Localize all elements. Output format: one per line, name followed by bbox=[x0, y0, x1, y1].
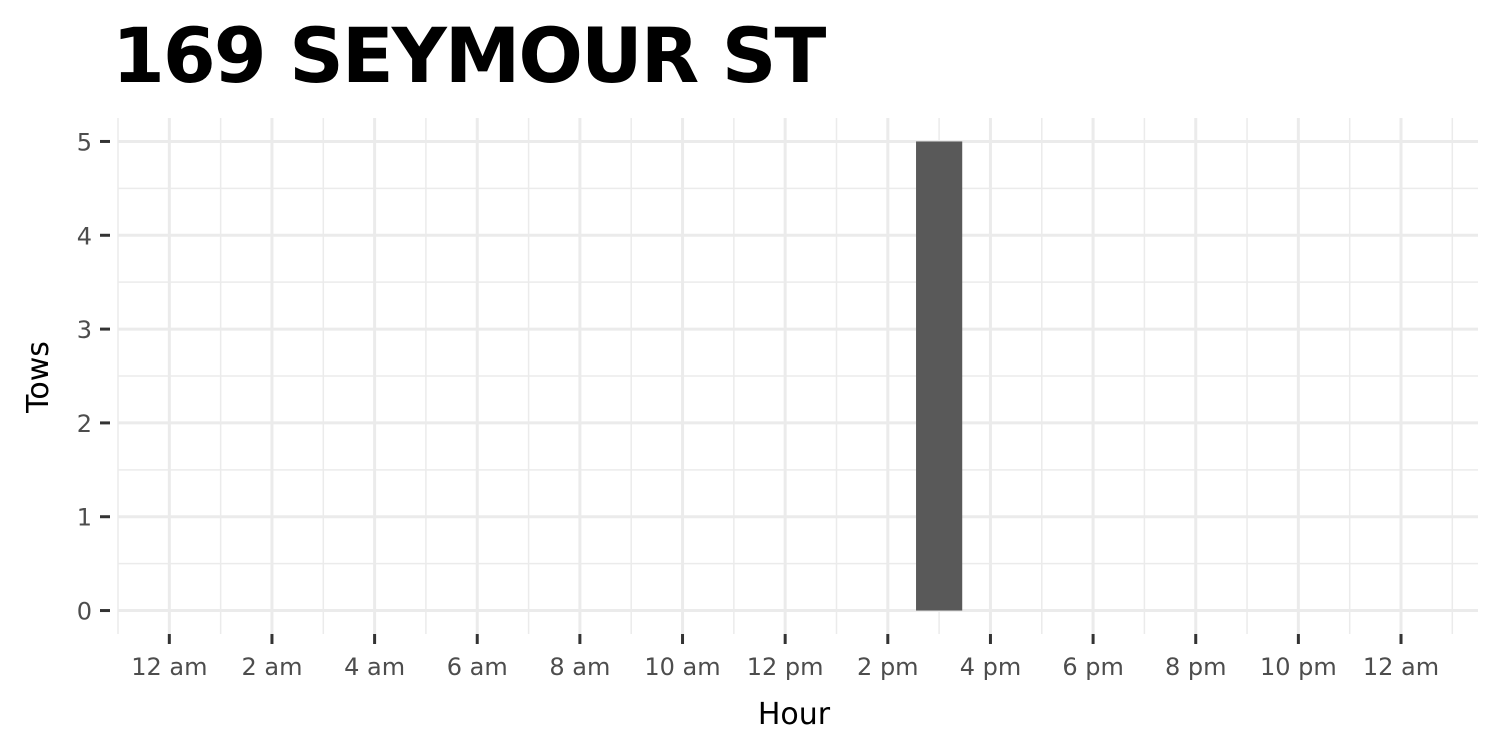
minor-gridlines bbox=[117, 118, 1478, 634]
x-tick-label: 12 pm bbox=[747, 653, 824, 681]
y-tick-label: 4 bbox=[77, 222, 92, 250]
y-tick-label: 1 bbox=[77, 504, 92, 532]
bars bbox=[916, 141, 963, 611]
y-axis-title: Tows bbox=[21, 341, 56, 414]
x-tick-label: 12 am bbox=[131, 653, 207, 681]
x-tick-label: 2 pm bbox=[857, 653, 919, 681]
x-axis: 12 am 2 am 4 am 6 am 8 am 10 am 12 pm 2 pm 4 pm 6… bbox=[131, 634, 1439, 681]
major-gridlines bbox=[118, 118, 1478, 634]
x-axis-title: Hour bbox=[758, 697, 831, 732]
x-tick-label: 8 am bbox=[549, 653, 610, 681]
x-tick-label: 10 am bbox=[644, 653, 720, 681]
y-tick-label: 3 bbox=[77, 316, 92, 344]
y-tick-label: 5 bbox=[77, 128, 92, 156]
bar bbox=[916, 141, 963, 611]
x-tick-label: 12 am bbox=[1363, 653, 1439, 681]
y-tick-label: 2 bbox=[77, 410, 92, 438]
chart-title: 169 SEYMOUR ST bbox=[112, 11, 826, 100]
x-tick-label: 8 pm bbox=[1165, 653, 1227, 681]
x-tick-label: 4 am bbox=[344, 653, 405, 681]
x-tick-label: 2 am bbox=[241, 653, 302, 681]
x-tick-label: 4 pm bbox=[960, 653, 1022, 681]
y-axis: 0 1 2 3 4 5 bbox=[77, 128, 110, 626]
x-tick-label: 10 pm bbox=[1260, 653, 1337, 681]
x-tick-label: 6 am bbox=[447, 653, 508, 681]
y-tick-label: 0 bbox=[77, 598, 92, 626]
x-tick-label: 6 pm bbox=[1062, 653, 1124, 681]
